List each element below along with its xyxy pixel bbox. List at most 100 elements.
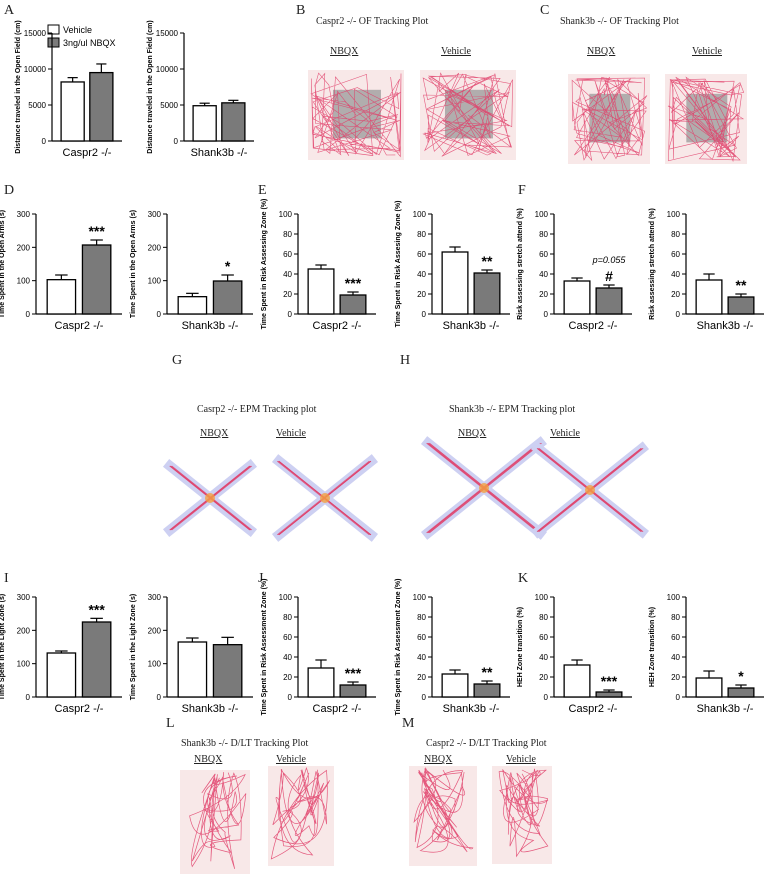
y-tick-label: 0 [422, 693, 427, 702]
y-tick-label: 0 [288, 693, 293, 702]
y-tick-label: 200 [17, 243, 31, 252]
y-tick-label: 40 [283, 270, 292, 279]
chart-k2: 0 20 40 60 80 100 * Shank3b -/- HEH Zone transit… [649, 593, 764, 715]
chart-k1: 0 20 40 60 80 100 *** Caspr2 -/- HEH Zone transi… [517, 593, 632, 715]
tracking-label-g-vehicle: Vehicle [276, 428, 307, 439]
chart-i2: 0 100 200 300 Shank3b -/- Time Spent in the L… [130, 593, 253, 715]
significance-mark: *** [601, 673, 618, 689]
bar-nbqx [221, 102, 246, 142]
dlt-tracking-plots [180, 766, 552, 874]
significance-mark: *** [345, 665, 362, 681]
bar-vehicle [177, 296, 208, 315]
x-axis-label: Caspr2 -/- [313, 320, 362, 332]
tracking-label-l-vehicle: Vehicle [276, 754, 307, 765]
significance-mark: # [605, 268, 613, 284]
y-tick-label: 40 [417, 270, 426, 279]
movement-track [310, 72, 402, 158]
y-tick-label: 300 [17, 210, 31, 219]
y-tick-label: 40 [539, 270, 548, 279]
x-axis-label: Shank3b -/- [182, 320, 239, 332]
significance-mark: *** [88, 601, 105, 617]
panel-letter-e: E [258, 183, 267, 198]
bar-nbqx [81, 244, 112, 315]
center-hotspot [479, 483, 489, 493]
x-axis-label: Shank3b -/- [182, 703, 239, 715]
y-tick-label: 80 [417, 230, 426, 239]
tracking-title-b: Caspr2 -/- OF Tracking Plot [316, 16, 428, 27]
y-tick-label: 5000 [28, 101, 46, 110]
y-tick-label: 80 [671, 613, 680, 622]
of-plot-caspr2-vehicle [420, 70, 516, 160]
chart-d1: 0 100 200 300 *** Caspr2 -/- Time Spent in the… [0, 210, 122, 332]
tracking-label-m-nbqx: NBQX [424, 754, 453, 765]
bar-vehicle [695, 279, 723, 315]
y-axis-label: Time Spent in the Open Arms (s) [0, 210, 6, 318]
x-axis-label: Shank3b -/- [191, 147, 248, 159]
chart-a2: 0 5000 10000 15000 Shank3b -/- Distance trave… [147, 20, 254, 159]
chart-j2: 0 20 40 60 80 100 ** Shank3b -/- Time Spent in R… [395, 579, 510, 716]
y-axis-label: HEH Zone transition (%) [649, 607, 656, 687]
bar-nbqx [595, 287, 623, 315]
panel-letters: A B C D E F G H I J K L M [4, 3, 549, 731]
y-tick-label: 20 [417, 673, 426, 682]
y-tick-label: 40 [671, 270, 680, 279]
bar-nbqx [89, 71, 114, 142]
bar-vehicle [563, 664, 591, 698]
y-tick-label: 0 [26, 310, 31, 319]
y-tick-label: 5000 [160, 101, 178, 110]
y-tick-label: 0 [544, 310, 549, 319]
bar-nbqx [727, 687, 755, 698]
significance-mark: ** [482, 253, 493, 269]
y-tick-label: 0 [676, 310, 681, 319]
movement-track [189, 772, 247, 870]
panel-letter-j: J [258, 571, 264, 586]
tracking-label-m-vehicle: Vehicle [506, 754, 537, 765]
legend: Vehicle 3ng/ul NBQX [47, 24, 116, 48]
y-tick-label: 200 [17, 626, 31, 635]
y-axis-label: Time Spent in Risk Assessment Zone (%) [395, 579, 402, 716]
bar-nbqx [339, 294, 367, 315]
x-axis-label: Caspr2 -/- [569, 320, 618, 332]
y-tick-label: 0 [422, 310, 427, 319]
y-tick-label: 80 [539, 613, 548, 622]
y-tick-label: 0 [288, 310, 293, 319]
y-tick-label: 20 [417, 290, 426, 299]
legend-swatch-nbqx [47, 37, 60, 48]
y-tick-label: 100 [535, 593, 549, 602]
y-tick-label: 100 [667, 210, 681, 219]
legend-label-nbqx: 3ng/ul NBQX [63, 38, 116, 48]
bar-vehicle [307, 667, 335, 698]
chart-i1: 0 100 200 300 *** Caspr2 -/- Time Spent in the… [0, 593, 122, 715]
epm-tracking-plots [162, 436, 650, 542]
panel-letter-g: G [172, 353, 182, 368]
chart-f1: 0 20 40 60 80 100 # p=0.055 Caspr2 -/- Risk asses… [517, 208, 632, 332]
y-axis-label: Risk assessing stretch attend (%) [649, 208, 656, 320]
chart-e2: 0 20 40 60 80 100 ** Shank3b -/- Time Spent in R… [395, 201, 510, 332]
y-tick-label: 20 [283, 673, 292, 682]
y-tick-label: 100 [279, 593, 293, 602]
bar-vehicle [441, 673, 469, 698]
y-tick-label: 20 [539, 290, 548, 299]
x-axis-label: Shank3b -/- [697, 320, 754, 332]
y-axis-label: Risk assessing stretch attend (%) [517, 208, 524, 320]
y-tick-label: 40 [671, 653, 680, 662]
dlt-plot-caspr2-vehicle [492, 766, 552, 864]
bar-nbqx [473, 683, 501, 698]
bar-vehicle [441, 251, 469, 315]
of-plot-shank3b-vehicle [665, 74, 747, 164]
tracking-label-b-vehicle: Vehicle [441, 46, 472, 57]
of-plot-caspr2-nbqx [308, 70, 404, 160]
tracking-titles: Caspr2 -/- OF Tracking Plot NBQX Vehicle… [181, 16, 723, 765]
of-tracking-plots [308, 70, 747, 164]
epm-plot-shank3b-nbqx [420, 436, 548, 540]
y-axis-label: Time Spent in Risk Assessing Zone (%) [261, 199, 268, 330]
center-hotspot [205, 493, 215, 503]
bar-vehicle [307, 268, 335, 315]
y-axis-label: Time Spent in Risk Assessment Zone (%) [261, 579, 268, 716]
y-tick-label: 300 [148, 593, 162, 602]
bar-nbqx [727, 296, 755, 315]
y-tick-label: 40 [283, 653, 292, 662]
bar-vehicle [695, 677, 723, 698]
bar-vehicle [563, 280, 591, 315]
movement-track [667, 76, 745, 163]
